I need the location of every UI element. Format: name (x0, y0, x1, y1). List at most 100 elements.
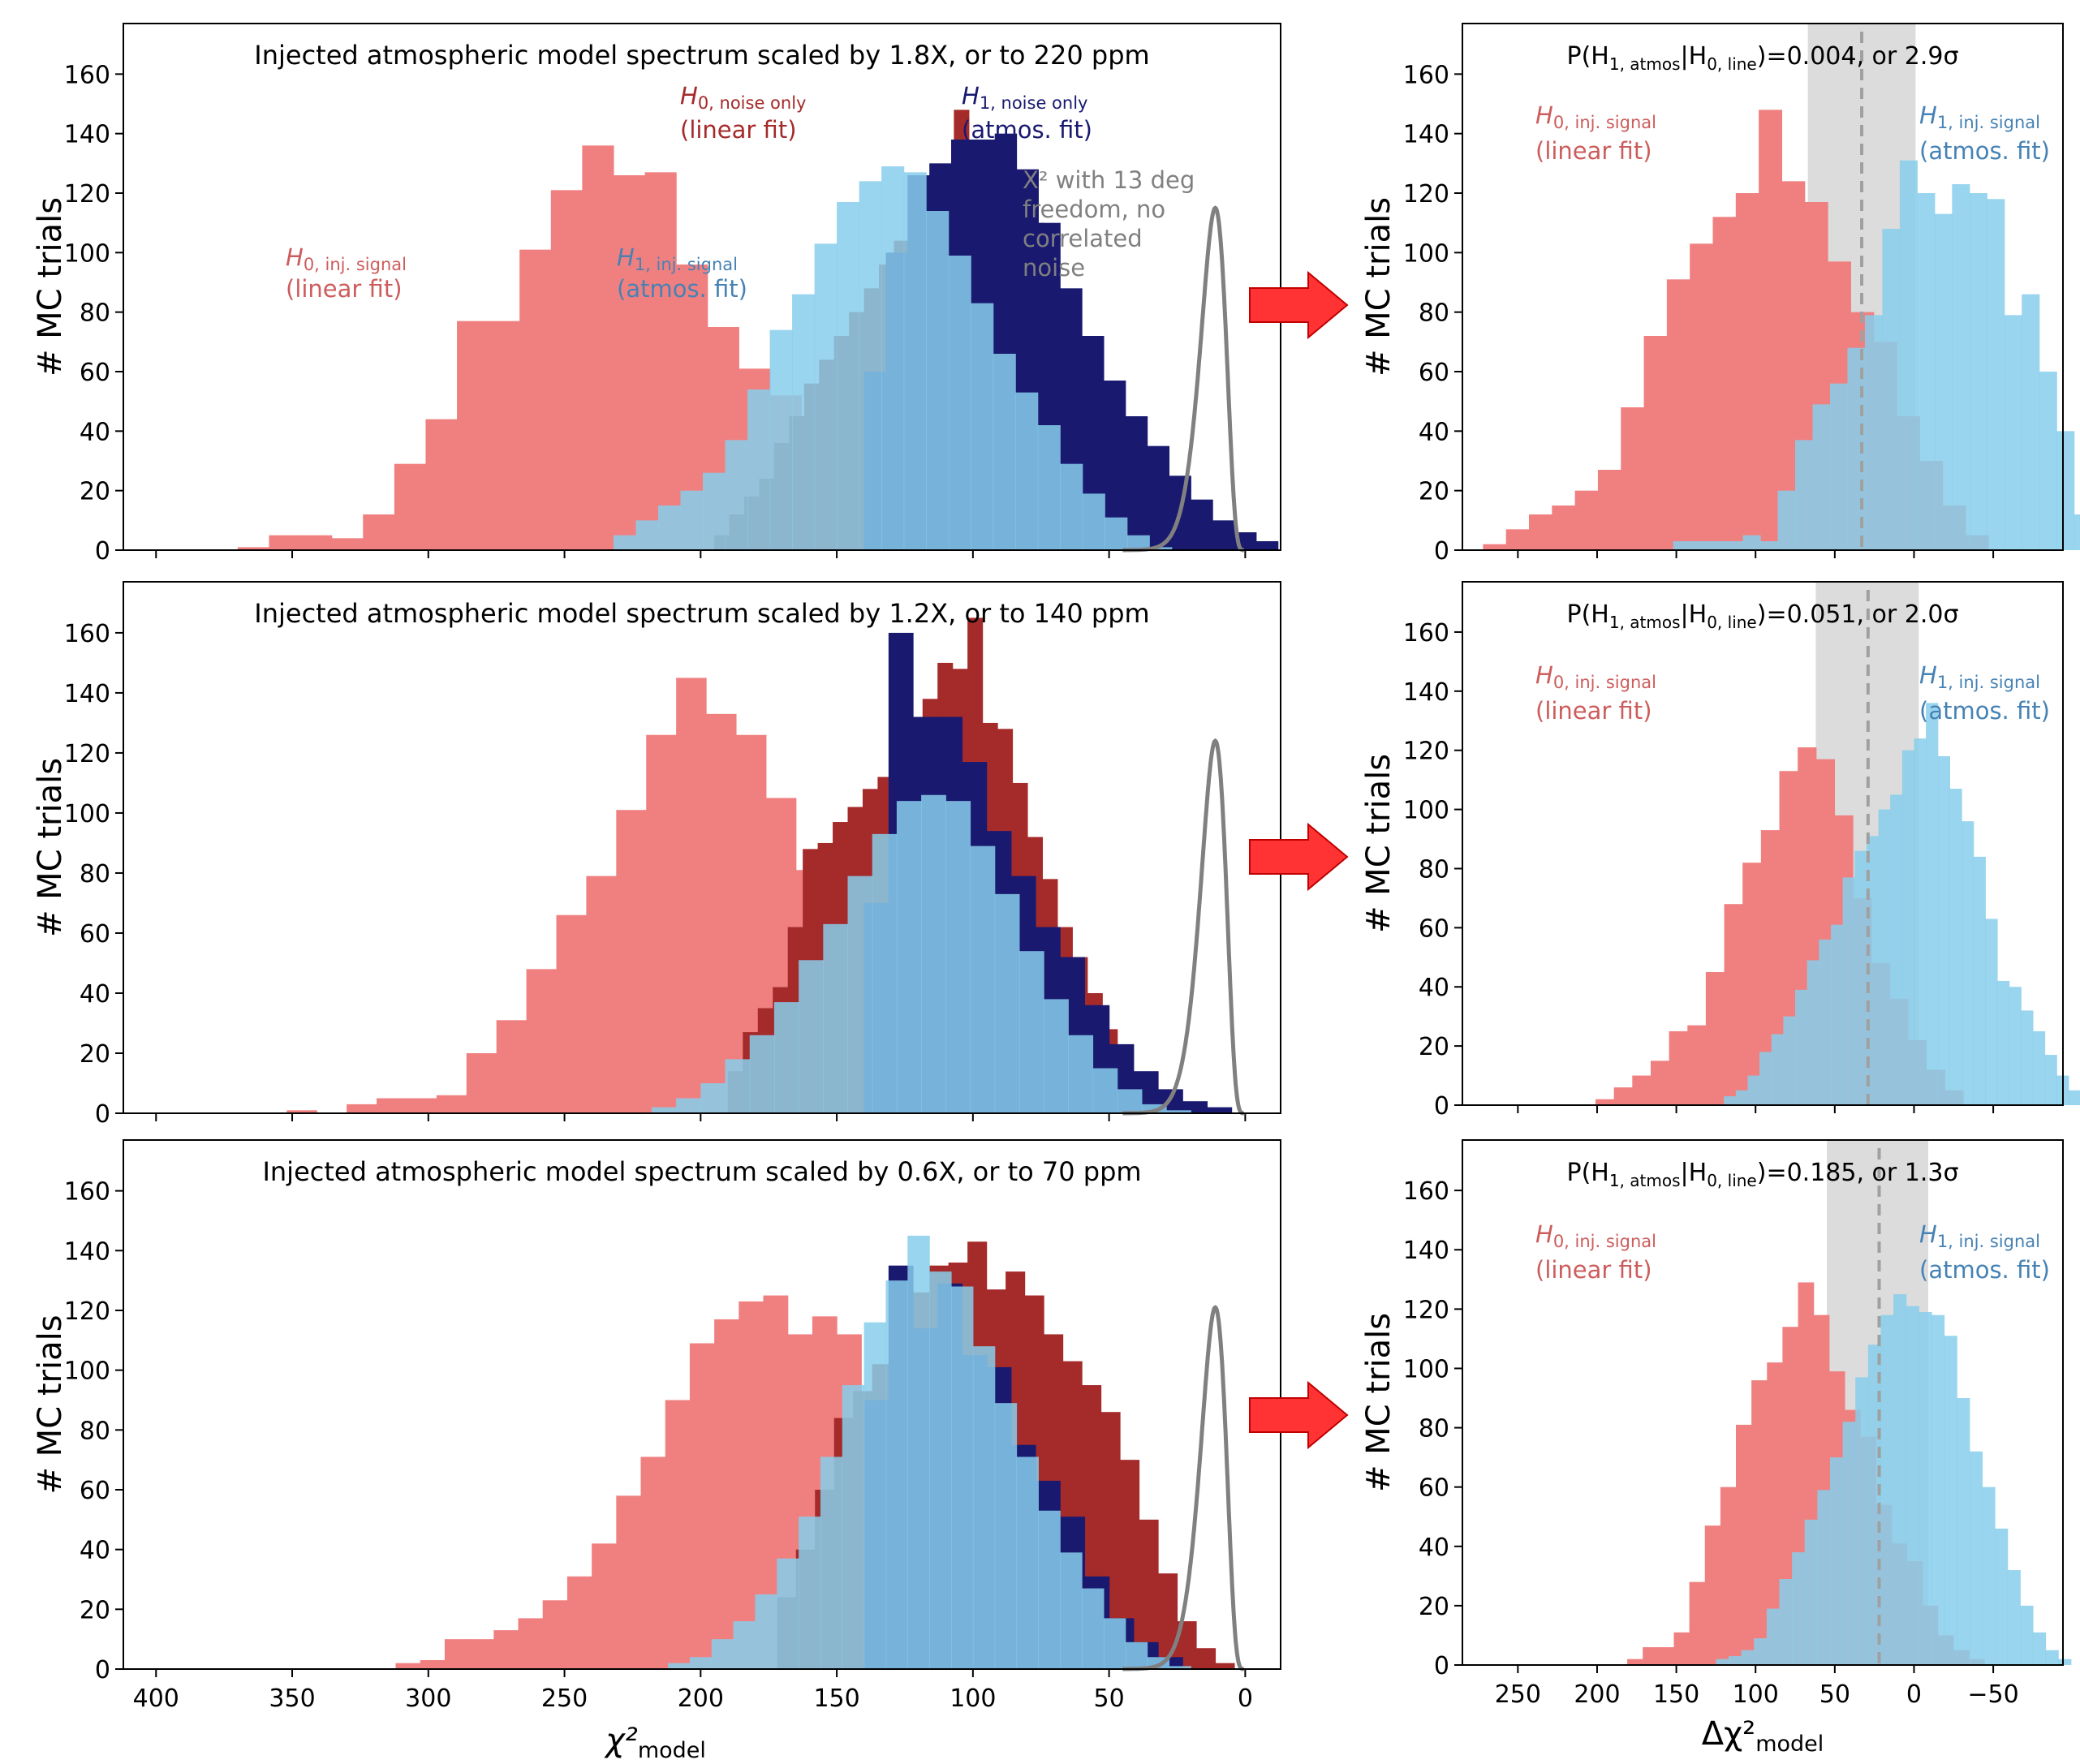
histogram-bar (725, 1059, 751, 1113)
histogram-bar (457, 321, 489, 550)
y-tick-label: 100 (64, 800, 110, 828)
histogram-bar (676, 678, 707, 1113)
histogram-bar (1621, 407, 1645, 550)
plot-frame (1462, 581, 2064, 1106)
histogram-bar (488, 321, 520, 550)
histogram-bar (1712, 217, 1737, 550)
histogram-bar (363, 514, 395, 550)
histogram-bar (1018, 951, 1044, 1113)
y-tick-label: 60 (80, 1477, 110, 1505)
y-tick-label: 20 (1419, 1033, 1449, 1061)
histogram-bar (994, 893, 1020, 1113)
histogram-bar (1505, 529, 1530, 550)
series-3 (651, 794, 1191, 1113)
histogram-bar (496, 1020, 528, 1113)
histogram-bar (885, 1280, 908, 1669)
histogram-bar (837, 202, 860, 550)
y-tick-label: 0 (95, 1100, 110, 1129)
histogram-bar (1969, 193, 1987, 550)
histogram-bar (1926, 703, 1939, 1105)
histogram-bar (1735, 193, 1759, 550)
histogram-bar (2020, 1605, 2034, 1665)
x-tick-label: 50 (1094, 1684, 1125, 1713)
histogram-bar (519, 249, 552, 550)
histogram-bar (1255, 541, 1279, 550)
histogram-bar (1878, 809, 1891, 1105)
histogram-bar (300, 535, 333, 550)
legend-chi2-line-3: correlated (1023, 225, 1143, 252)
histogram-bar (1893, 1294, 1907, 1665)
panel-title: P(H1, atmos|H0, line)=0.004, or 2.9σ (1566, 42, 1958, 74)
histogram-bar (331, 538, 364, 550)
histogram-bar (1060, 463, 1083, 550)
x-tick-label: 300 (405, 1684, 451, 1713)
y-axis-label: # MC trials (32, 758, 69, 937)
histogram-bar (657, 506, 682, 550)
y-tick-label: 60 (80, 359, 110, 387)
y-tick-label: 120 (1403, 180, 1449, 209)
histogram-bar (1906, 1306, 1919, 1665)
y-axis-label: # MC trials (1360, 1313, 1397, 1492)
histogram-bar (665, 1400, 691, 1669)
y-tick-label: 0 (95, 1656, 110, 1684)
panel-title: P(H1, atmos|H0, line)=0.185, or 1.3σ (1566, 1159, 1958, 1190)
histogram-bar (613, 535, 637, 550)
panel-title: P(H1, atmos|H0, line)=0.051, or 2.0σ (1566, 600, 1958, 632)
histogram-bar (1724, 904, 1743, 1105)
panel-title: Injected atmospheric model spectrum scal… (262, 1156, 1141, 1187)
histogram-bar (733, 1621, 756, 1669)
y-tick-label: 80 (80, 299, 110, 328)
histogram-bar (799, 960, 824, 1113)
histogram-bar (1158, 1573, 1178, 1669)
right-legend-h0: H0, inj. signal (1535, 101, 1656, 132)
histogram-bar (1736, 1424, 1752, 1665)
histogram-bar (689, 1657, 713, 1669)
legend-h0-inj-label: H0, inj. signal (286, 243, 407, 274)
histogram-bar (635, 520, 659, 550)
y-tick-label: 60 (1419, 359, 1449, 387)
y-tick-label: 20 (80, 1596, 110, 1624)
histogram-bar (676, 1098, 701, 1113)
histogram-bar (777, 1558, 799, 1669)
histogram-bar (1779, 1578, 1793, 1665)
y-tick-label: 40 (1419, 974, 1449, 1002)
histogram-bar (1729, 1656, 1742, 1665)
left-x-axis-label: χ²model (604, 1722, 706, 1763)
histogram-bar (347, 1104, 377, 1113)
histogram-bar (1149, 547, 1173, 550)
histogram-bar (820, 1456, 843, 1669)
histogram-bar (1720, 1486, 1737, 1665)
histogram-bar (1529, 514, 1552, 550)
histogram-bar (972, 1346, 996, 1669)
right-x-axis-label: Δχ²model (1702, 1715, 1824, 1757)
histogram-bar (1092, 1068, 1118, 1113)
arrow-right-icon (1249, 822, 1349, 892)
histogram-bar (1690, 243, 1714, 550)
histogram-bar (994, 1403, 1018, 1669)
plot-frame (123, 23, 1281, 551)
y-tick-label: 40 (1419, 418, 1449, 446)
legend-chi2-line-4: noise (1023, 254, 1085, 282)
histogram-bar (2007, 1570, 2021, 1665)
histogram-bar (1212, 520, 1235, 550)
histogram-bar (436, 1095, 467, 1113)
histogram-bar (1105, 517, 1128, 550)
plot-frame (1462, 1139, 2064, 1666)
histogram-bar (1125, 416, 1148, 550)
histogram-bar (773, 1002, 799, 1113)
histogram-bar (929, 1271, 952, 1669)
y-tick-label: 140 (1403, 121, 1449, 149)
right-legend-h0-paren: (linear fit) (1535, 1256, 1652, 1284)
histogram-bar (1632, 1075, 1652, 1105)
y-tick-label: 60 (1419, 1474, 1449, 1503)
histogram-bar (1060, 1552, 1083, 1669)
right-legend-h1-paren: (atmos. fit) (1919, 1256, 2050, 1284)
histogram-bar (1962, 821, 1974, 1105)
histogram-bar (1973, 856, 1986, 1105)
series-1 (1673, 160, 2080, 551)
y-tick-label: 60 (1419, 914, 1449, 943)
histogram-bar (1596, 1099, 1615, 1105)
histogram-bar (948, 256, 971, 550)
y-tick-label: 120 (64, 180, 110, 209)
histogram-bar (689, 1343, 715, 1669)
